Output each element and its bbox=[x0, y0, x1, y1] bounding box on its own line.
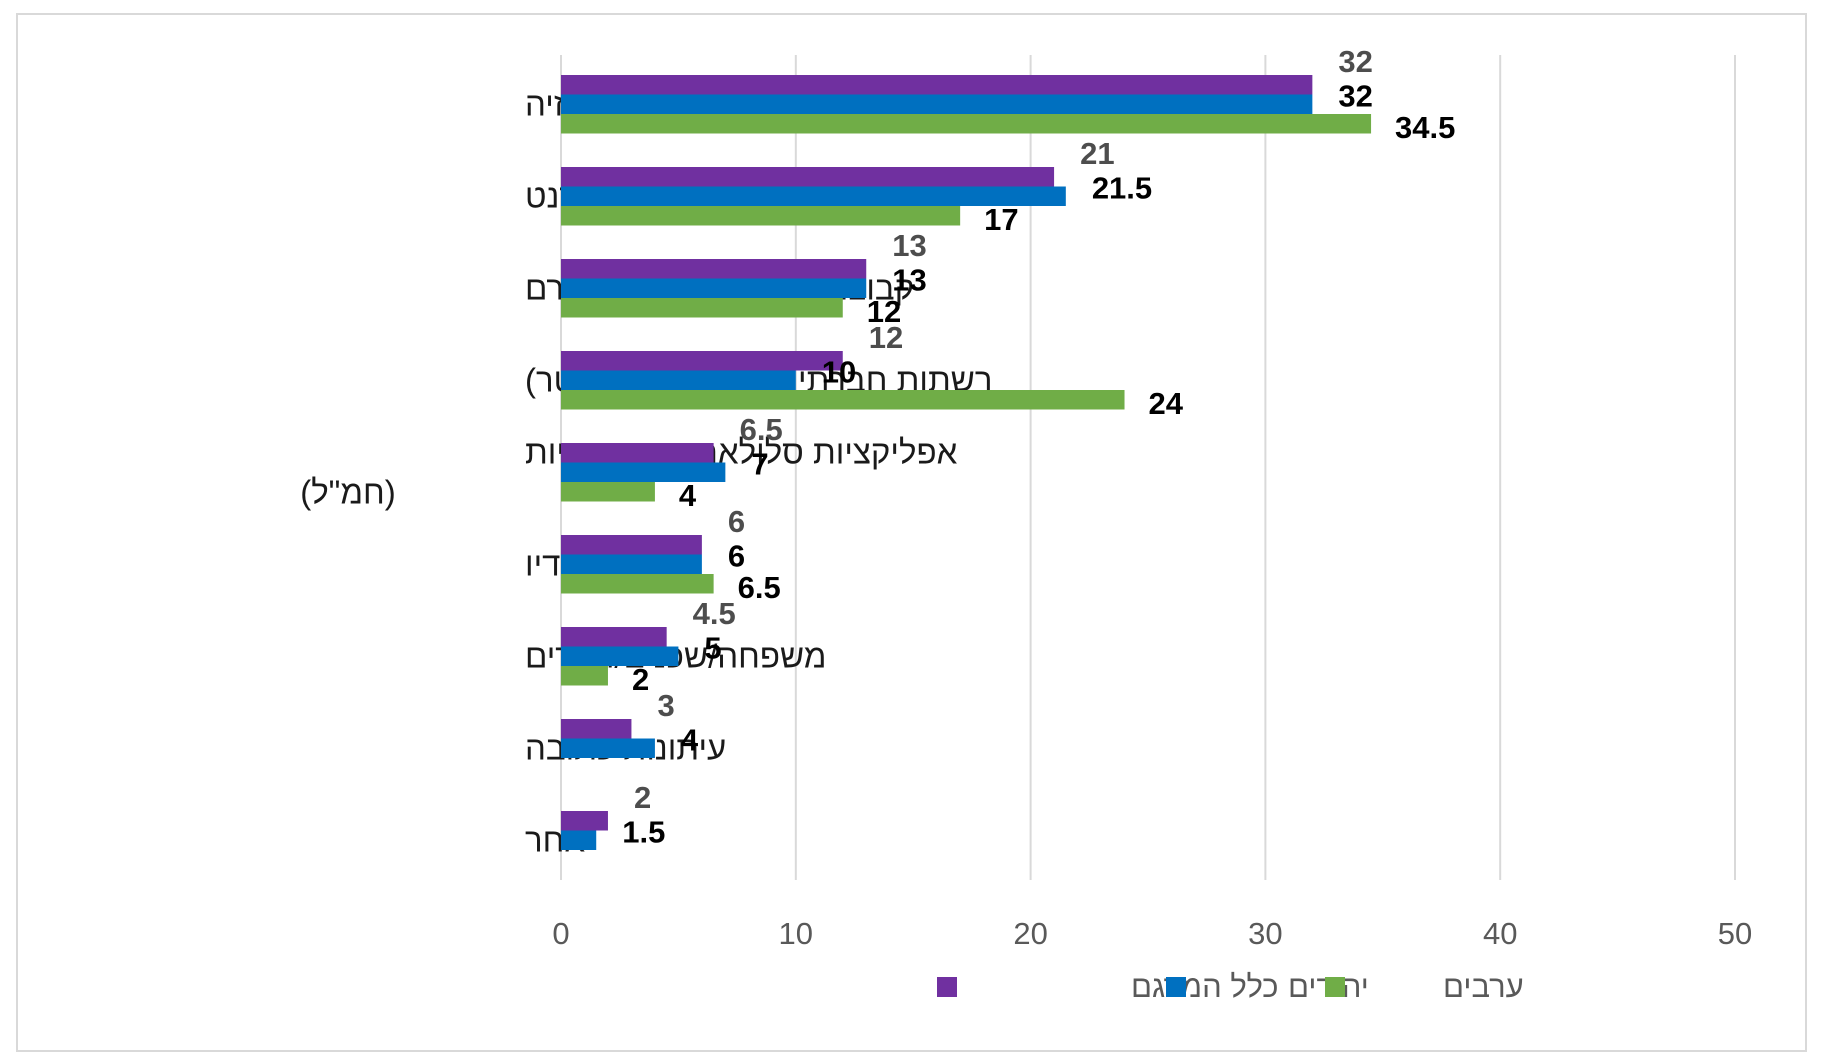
x-tick-label: 30 bbox=[1248, 916, 1282, 951]
bar-2-3 bbox=[561, 278, 867, 298]
data-label: 6.5 bbox=[738, 570, 781, 605]
data-labels: 322113126.564.5323221.5131076541.534.517… bbox=[622, 44, 1455, 850]
data-label: 32 bbox=[1338, 79, 1372, 114]
data-label: 32 bbox=[1338, 44, 1372, 79]
bar-1-7 bbox=[561, 627, 667, 647]
x-axis-ticks: 0 10 20 30 40 50 bbox=[552, 916, 1752, 951]
bar-2-2 bbox=[561, 186, 1066, 206]
data-label: 4 bbox=[681, 723, 699, 758]
bar-2-7 bbox=[561, 646, 679, 666]
data-label: 4 bbox=[679, 478, 697, 513]
legend-label-1: כלל המדגם bbox=[1131, 969, 1279, 1004]
bar-2-8 bbox=[561, 738, 655, 758]
x-tick-label: 40 bbox=[1483, 916, 1517, 951]
x-tick-label: 0 bbox=[552, 916, 569, 951]
data-label: 13 bbox=[892, 228, 926, 263]
data-label: 17 bbox=[984, 202, 1018, 237]
bar-1-9 bbox=[561, 811, 608, 831]
legend-swatch-2 bbox=[1166, 977, 1186, 997]
data-label: 6 bbox=[728, 539, 745, 574]
data-label: 1.5 bbox=[622, 815, 665, 850]
bar-3-1 bbox=[561, 114, 1372, 134]
legend-label-3: ערבים bbox=[1443, 969, 1524, 1004]
bar-2-6 bbox=[561, 554, 702, 574]
data-label: 3 bbox=[657, 688, 674, 723]
bar-1-8 bbox=[561, 719, 632, 739]
bar-3-5 bbox=[561, 482, 655, 502]
x-tick-label: 20 bbox=[1013, 916, 1047, 951]
data-label: 5 bbox=[704, 631, 721, 666]
data-label: 21 bbox=[1080, 136, 1114, 171]
bar-1-1 bbox=[561, 75, 1313, 95]
legend-swatch-1 bbox=[937, 977, 957, 997]
bar-1-3 bbox=[561, 259, 867, 279]
bar-2-9 bbox=[561, 830, 597, 850]
x-tick-label: 10 bbox=[779, 916, 813, 951]
data-label: 12 bbox=[869, 320, 903, 355]
bar-1-5 bbox=[561, 443, 714, 463]
data-label: 13 bbox=[892, 263, 926, 298]
bar-3-6 bbox=[561, 574, 714, 594]
legend-swatch-3 bbox=[1325, 977, 1345, 997]
data-label: 24 bbox=[1149, 386, 1184, 421]
bar-3-3 bbox=[561, 298, 843, 318]
data-label: 6.5 bbox=[740, 412, 783, 447]
data-label: 6 bbox=[728, 504, 745, 539]
data-label: 2 bbox=[634, 780, 651, 815]
bar-2-1 bbox=[561, 94, 1313, 114]
data-label: 4.5 bbox=[693, 596, 736, 631]
data-label: 10 bbox=[822, 355, 856, 390]
bar-2-5 bbox=[561, 462, 726, 482]
bar-3-2 bbox=[561, 206, 961, 226]
bar-1-2 bbox=[561, 167, 1055, 187]
bar-3-4 bbox=[561, 390, 1125, 410]
bar-2-4 bbox=[561, 370, 796, 390]
bar-1-4 bbox=[561, 351, 843, 371]
category-label: (חמ"ל) bbox=[300, 473, 396, 510]
data-label: 7 bbox=[751, 447, 768, 482]
data-label: 2 bbox=[632, 662, 649, 697]
bar-1-6 bbox=[561, 535, 702, 555]
data-label: 34.5 bbox=[1395, 110, 1455, 145]
data-label: 12 bbox=[867, 294, 901, 329]
bar-3-7 bbox=[561, 666, 608, 686]
x-tick-label: 50 bbox=[1718, 916, 1752, 951]
legend: כלל המדגםיהודיםערבים bbox=[937, 969, 1524, 1004]
bars bbox=[561, 75, 1372, 850]
data-label: 21.5 bbox=[1092, 171, 1152, 206]
